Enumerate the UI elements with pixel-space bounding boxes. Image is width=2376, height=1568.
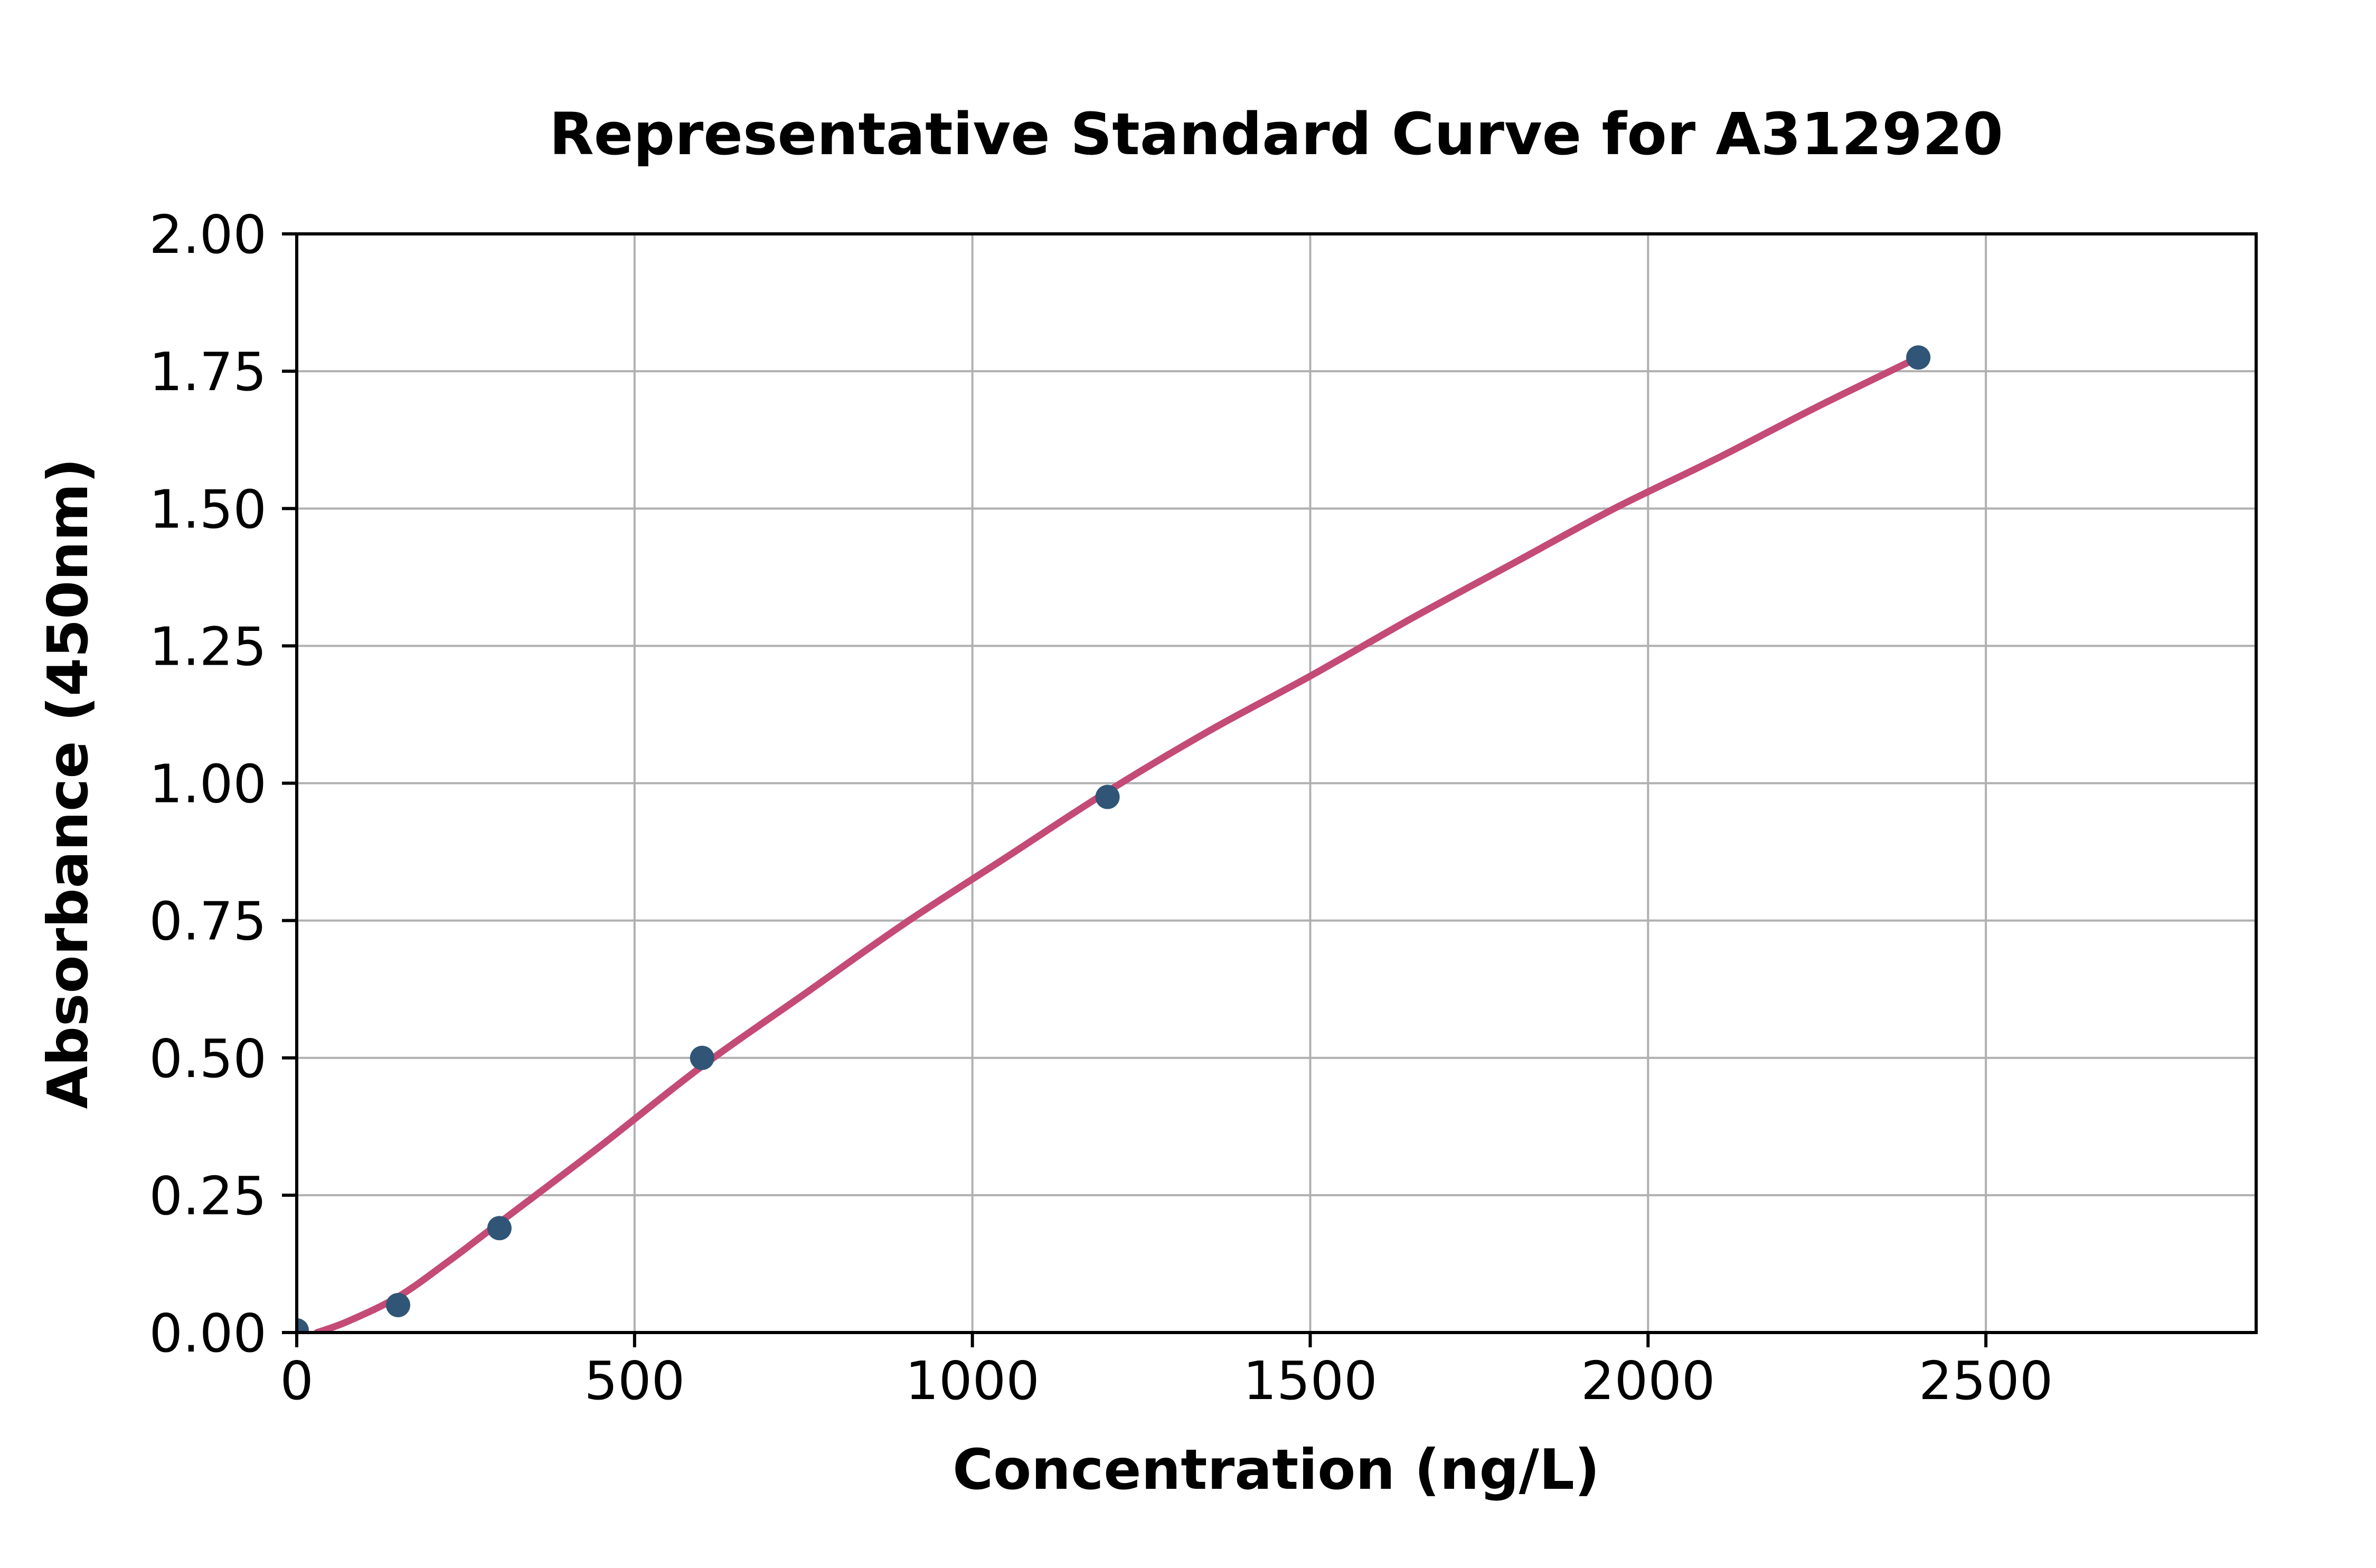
x-tick-label: 500	[584, 1350, 685, 1412]
y-tick-label: 2.00	[149, 204, 267, 266]
y-tick-label: 1.50	[149, 478, 267, 540]
data-point	[297, 1318, 309, 1333]
data-layer	[297, 345, 1931, 1333]
y-axis-label: Absorbance (450nm)	[36, 458, 100, 1109]
fit-curve	[313, 354, 1922, 1333]
y-tick-label: 1.25	[149, 616, 267, 677]
y-tick-label: 0.25	[149, 1165, 267, 1227]
x-tick-label: 2000	[1581, 1350, 1715, 1412]
x-tick-label: 1000	[905, 1350, 1040, 1412]
y-tick-label: 1.00	[149, 753, 267, 815]
y-tick-label: 0.00	[149, 1302, 267, 1364]
plot-frame	[295, 232, 2258, 1334]
x-tick-label: 1500	[1243, 1350, 1378, 1412]
data-point	[385, 1292, 410, 1317]
tick-label-layer: 0 500 1000 1500 2000 2500 0.00 0.25 0.50 0.75 1.00…	[149, 204, 2053, 1412]
data-point	[487, 1216, 512, 1241]
grid-layer	[297, 234, 2256, 1333]
y-tick-label: 0.75	[149, 891, 267, 952]
x-tick-label: 0	[280, 1350, 314, 1412]
data-point	[1095, 785, 1120, 809]
data-point	[1906, 345, 1931, 370]
tick-layer	[282, 232, 1988, 1347]
x-axis-label: Concentration (ng/L)	[953, 1438, 1600, 1502]
y-tick-label: 0.50	[149, 1028, 267, 1090]
x-tick-label: 2500	[1919, 1350, 2053, 1412]
y-tick-label: 1.75	[149, 341, 267, 403]
chart-title: Representative Standard Curve for A31292…	[549, 100, 2003, 168]
data-point	[690, 1045, 714, 1070]
